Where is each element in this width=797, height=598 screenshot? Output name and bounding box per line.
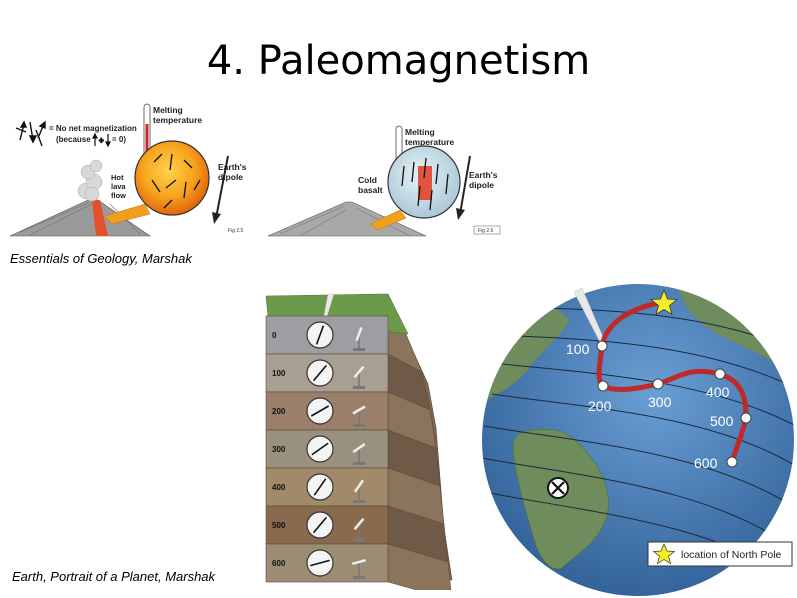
path-labels: 100 200 300 400 500 600 [566, 341, 734, 471]
compass-needle [312, 364, 328, 382]
magnetometer-stand-icon [353, 576, 365, 579]
continent-northwest [486, 308, 570, 400]
earths-dipole-label-2: dipole [469, 180, 494, 190]
cross-marker-icon [547, 477, 569, 499]
melting-temperature-label-1: Melting [153, 105, 183, 115]
basalt-volcano [267, 201, 427, 237]
legend-north-pole-text: location of North Pole [681, 549, 782, 561]
legend-because-text: (because [56, 135, 91, 144]
hot-lava-flow-label-1: Hot [111, 173, 124, 182]
path-label-200: 200 [588, 398, 612, 414]
depth-label: 500 [272, 521, 286, 530]
random-magnetic-arrows [151, 153, 201, 209]
cold-basalt-diagram: Melting temperature Cold basalt Earth's … [267, 125, 501, 237]
magnetometer-stand-icon [353, 538, 365, 541]
cold-basalt-label-2: basalt [358, 185, 383, 195]
magnetometer-arm [352, 405, 366, 415]
path-marker [740, 412, 752, 424]
path-marker [726, 456, 738, 468]
depth-label: 200 [272, 407, 286, 416]
earths-dipole-arrow [212, 155, 229, 224]
magnetometer-stand-icon [353, 348, 365, 351]
earths-dipole-arrow [456, 155, 471, 220]
path-label-300: 300 [648, 394, 672, 410]
path-label-100: 100 [566, 341, 590, 357]
compass-needle [315, 325, 325, 345]
melting-temperature-label-2: temperature [405, 137, 454, 147]
compass-needle [311, 442, 329, 456]
aligned-magnetic-arrows [401, 157, 449, 211]
fig-ref-left: Fig 2.5 [228, 228, 244, 234]
path-marker [597, 380, 609, 392]
magnetometer-arm [355, 326, 363, 342]
compass-needle [313, 478, 327, 496]
caption-essentials-of-geology: Essentials of Geology, Marshak [10, 251, 192, 266]
magnetometer-arm [351, 558, 367, 566]
earths-dipole-label-2: dipole [218, 172, 243, 182]
depth-label: 600 [272, 559, 286, 568]
north-pole-star-icon [649, 288, 679, 316]
hot-lava-diagram: = No net magnetization (because + = 0) M… [9, 103, 247, 237]
magnetometer-stand-icon [353, 500, 365, 503]
path-label-600: 600 [694, 455, 718, 471]
earths-dipole-label-1: Earth's [218, 162, 247, 172]
legend-equals-text: = 0) [112, 135, 126, 144]
polar-wander-globe: 100 200 300 400 500 600 location of Nort… [482, 284, 794, 596]
magnetometer-arm [352, 442, 366, 454]
lava-flow [92, 200, 108, 236]
depth-label: 0 [272, 331, 277, 340]
path-label-400: 400 [706, 384, 730, 400]
svg-text:+: + [99, 136, 104, 145]
melting-temperature-label-2: temperature [153, 115, 202, 125]
continent-northeast [678, 288, 794, 380]
paleomagnetism-cooling-diagrams: = No net magnetization (because + = 0) M… [9, 103, 501, 237]
depth-label: 400 [272, 483, 286, 492]
hot-lava-flow-label-2: lava [111, 182, 126, 191]
magnetometer-arm [353, 479, 365, 493]
earths-dipole-label-1: Earth's [469, 170, 498, 180]
magnetometer-arm [353, 517, 365, 531]
globe-legend: location of North Pole [647, 541, 793, 567]
hot-lava-flow-label-3: flow [111, 191, 126, 200]
path-marker [714, 368, 726, 380]
fig-ref-right: Fig 2.6 [478, 228, 494, 234]
path-label-500: 500 [710, 413, 734, 429]
melting-temperature-label-1: Melting [405, 127, 435, 137]
caption-earth-portrait: Earth, Portrait of a Planet, Marshak [12, 569, 216, 584]
opposing-arrows-icon: + [92, 132, 111, 148]
strata-block-diagram: 0 100 200 300 400 500 600 [265, 293, 453, 590]
depth-label: 300 [272, 445, 286, 454]
legend-star-icon [652, 543, 676, 565]
latitude-lines [482, 307, 794, 581]
magnetometer-stand-icon [353, 424, 365, 427]
random-arrows-icon [15, 120, 46, 147]
smoke-plume [77, 159, 103, 202]
magnetometer-stand-icon [353, 462, 365, 465]
island-continent [512, 429, 609, 570]
compass-needle [310, 559, 330, 567]
path-marker [596, 340, 608, 352]
cold-basalt-label-1: Cold [358, 175, 377, 185]
compass-needle [312, 516, 328, 534]
magnetometer-arm [353, 365, 365, 379]
slide-title: 4. Paleomagnetism [206, 38, 591, 84]
depth-label: 100 [272, 369, 286, 378]
path-marker [652, 378, 664, 390]
magnetometer-stand-icon [353, 386, 365, 389]
compass-needle [310, 405, 330, 417]
hot-lava-magnified-sphere [134, 140, 210, 216]
legend-no-net-text: = No net magnetization [49, 124, 137, 133]
